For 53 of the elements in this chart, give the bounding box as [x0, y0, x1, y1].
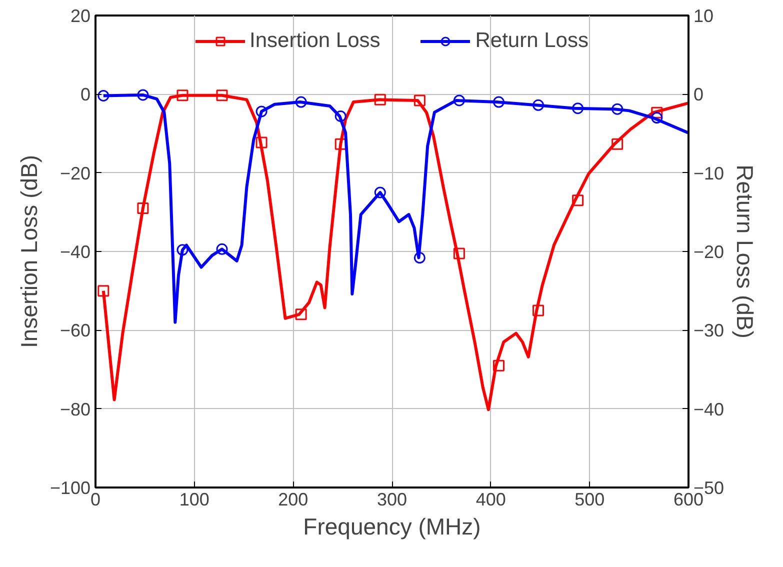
point	[176, 90, 188, 102]
point	[137, 202, 149, 214]
point	[651, 112, 663, 124]
line-series	[102, 93, 688, 324]
point	[374, 186, 386, 198]
point	[492, 96, 504, 108]
y2-axis-title: Return Loss (dB)	[732, 164, 758, 338]
y-tick-label: −100	[50, 478, 91, 498]
legend-label: Insertion Loss	[250, 29, 380, 53]
point	[295, 96, 307, 108]
point	[612, 103, 624, 115]
y2-tick-label: −30	[694, 320, 724, 341]
y-tick-label: −40	[60, 242, 91, 262]
x-tick-label: 200	[278, 490, 308, 510]
point	[256, 136, 268, 148]
point	[572, 194, 584, 206]
point	[612, 138, 624, 150]
point	[532, 99, 544, 111]
point	[137, 89, 149, 101]
y2-tick-label: −20	[694, 242, 724, 262]
y-tick-label: −60	[60, 320, 91, 341]
point	[256, 106, 268, 118]
y2-tick-label: −40	[694, 399, 724, 420]
y-tick-label: 20	[70, 6, 91, 26]
point	[216, 90, 228, 102]
point	[453, 248, 465, 260]
y-tick-label: −20	[60, 163, 91, 184]
y-axis-title: Insertion Loss (dB)	[16, 154, 42, 348]
point	[98, 90, 110, 102]
point	[414, 252, 426, 264]
point	[216, 243, 228, 255]
point	[374, 94, 386, 106]
point	[492, 360, 504, 372]
point	[651, 106, 663, 118]
point	[295, 308, 307, 320]
point	[176, 244, 188, 256]
point	[532, 304, 544, 316]
x-tick-label: 500	[574, 490, 605, 510]
y-tick-label: 0	[80, 84, 91, 105]
x-tick-label: 400	[476, 490, 506, 510]
point	[414, 94, 426, 106]
point	[572, 102, 584, 114]
y2-tick-label: 10	[694, 6, 714, 26]
x-tick-label: 300	[376, 490, 408, 510]
point	[98, 285, 110, 297]
legend-label: Return Loss	[475, 29, 588, 53]
x-tick-label: 100	[179, 490, 210, 510]
y2-tick-label: 0	[694, 84, 704, 105]
y-tick-label: −80	[60, 399, 91, 420]
point	[334, 110, 346, 122]
x-axis-title: Frequency (MHz)	[303, 514, 481, 540]
y2-tick-label: −10	[694, 163, 724, 184]
point	[453, 94, 465, 106]
